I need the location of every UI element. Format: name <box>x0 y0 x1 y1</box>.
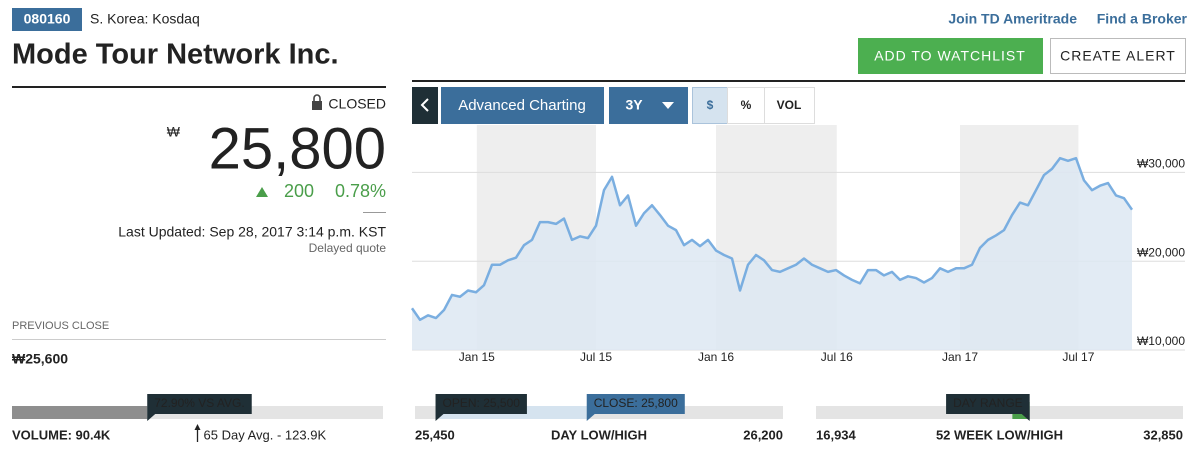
button-label[interactable]: VOL <box>777 98 802 112</box>
rule <box>363 212 386 213</box>
low: 16,934 <box>816 427 857 442</box>
currency: ₩ <box>167 124 181 140</box>
delayed: Delayed quote <box>309 241 387 255</box>
marker-box <box>946 394 1030 414</box>
dropdown-arrow[interactable] <box>662 102 674 109</box>
high: 32,850 <box>1143 427 1183 442</box>
ticker: 080160 <box>24 11 71 27</box>
chart: ₩10,000 ₩20,000 ₩30,000 Jan 15 Jul 15 Jan 16 J… <box>410 125 1185 364</box>
volume-bar <box>12 406 148 419</box>
high: 26,200 <box>743 427 783 442</box>
label: PREVIOUS CLOSE <box>12 320 109 332</box>
x-tick-label: Jan 15 <box>459 350 495 364</box>
ticker-badge <box>12 8 82 31</box>
x-tick-label: Jan 16 <box>698 350 734 364</box>
button-label[interactable]: ADD TO WATCHLIST <box>874 48 1026 64</box>
alert-button[interactable] <box>1050 38 1186 74</box>
change: 200 <box>284 181 314 201</box>
range-title: DAY LOW/HIGH <box>551 427 647 442</box>
link[interactable]: Join TD Ameritrade <box>948 11 1077 27</box>
marker-pointer <box>586 414 595 421</box>
company-name: Mode Tour Network Inc. <box>12 39 339 71</box>
x-tick-label: Jul 17 <box>1062 350 1094 364</box>
advanced-button[interactable] <box>441 87 604 124</box>
watchlist-button[interactable] <box>858 38 1043 74</box>
marker-box <box>435 394 527 414</box>
price-line <box>410 156 1134 322</box>
range-bars: 72.90% VS AVG. VOLUME: 90.4K 65 Day Avg. -… <box>12 394 1183 442</box>
marker-pointer <box>435 414 444 421</box>
link[interactable]: Find a Broker <box>1097 11 1188 27</box>
y-tick-label: ₩10,000 <box>1137 334 1185 348</box>
change-pct: 0.78% <box>335 181 386 201</box>
area <box>412 158 1132 350</box>
price: 25,800 <box>209 116 386 181</box>
y-tick-label: ₩30,000 <box>1137 157 1185 171</box>
button-label[interactable]: 3Y <box>625 97 643 113</box>
exchange: S. Korea: Kosdaq <box>90 11 200 27</box>
mode-button[interactable] <box>764 87 815 124</box>
button-label[interactable]: % <box>741 98 752 112</box>
marker-pointer <box>147 414 156 421</box>
button-label[interactable]: CREATE ALERT <box>1060 48 1176 64</box>
y-tick-label: ₩20,000 <box>1137 245 1185 259</box>
marker-label: DAY RANGE <box>953 396 1023 410</box>
marker-label: 72.90% VS AVG. <box>154 396 245 410</box>
rule <box>12 86 386 88</box>
mode-button[interactable] <box>692 87 728 124</box>
range-button[interactable] <box>609 87 688 124</box>
x-tick-label: Jul 16 <box>821 350 853 364</box>
rule <box>12 339 386 340</box>
lock-icon <box>313 94 321 101</box>
marker-box <box>586 394 685 414</box>
button-label[interactable]: Advanced Charting <box>458 97 586 114</box>
button-label[interactable]: $ <box>707 98 714 112</box>
range-title: 52 WEEK LOW/HIGH <box>936 427 1063 442</box>
last-updated: Last Updated: Sep 28, 2017 3:14 p.m. KST <box>118 224 386 240</box>
up-arrow <box>256 187 268 197</box>
lock-icon <box>312 101 322 110</box>
mode-button[interactable] <box>727 87 765 124</box>
marker-label: OPEN: 25,500 <box>443 396 521 410</box>
previous-close: ₩25,600 <box>12 351 68 367</box>
volume-label: VOLUME: 90.4K <box>12 427 111 442</box>
avg-marker <box>194 424 201 430</box>
avg-label: 65 Day Avg. - 123.9K <box>204 427 327 442</box>
x-tick-label: Jan 17 <box>942 350 978 364</box>
marker-box <box>147 394 252 414</box>
chevron[interactable] <box>420 98 429 112</box>
rule <box>412 80 1185 82</box>
marker-label: CLOSE: 25,800 <box>594 396 678 410</box>
marker-pointer <box>1021 414 1030 421</box>
collapse-button[interactable] <box>412 87 438 124</box>
status: CLOSED <box>328 96 386 112</box>
x-tick-label: Jul 15 <box>580 350 612 364</box>
low: 25,450 <box>415 427 455 442</box>
